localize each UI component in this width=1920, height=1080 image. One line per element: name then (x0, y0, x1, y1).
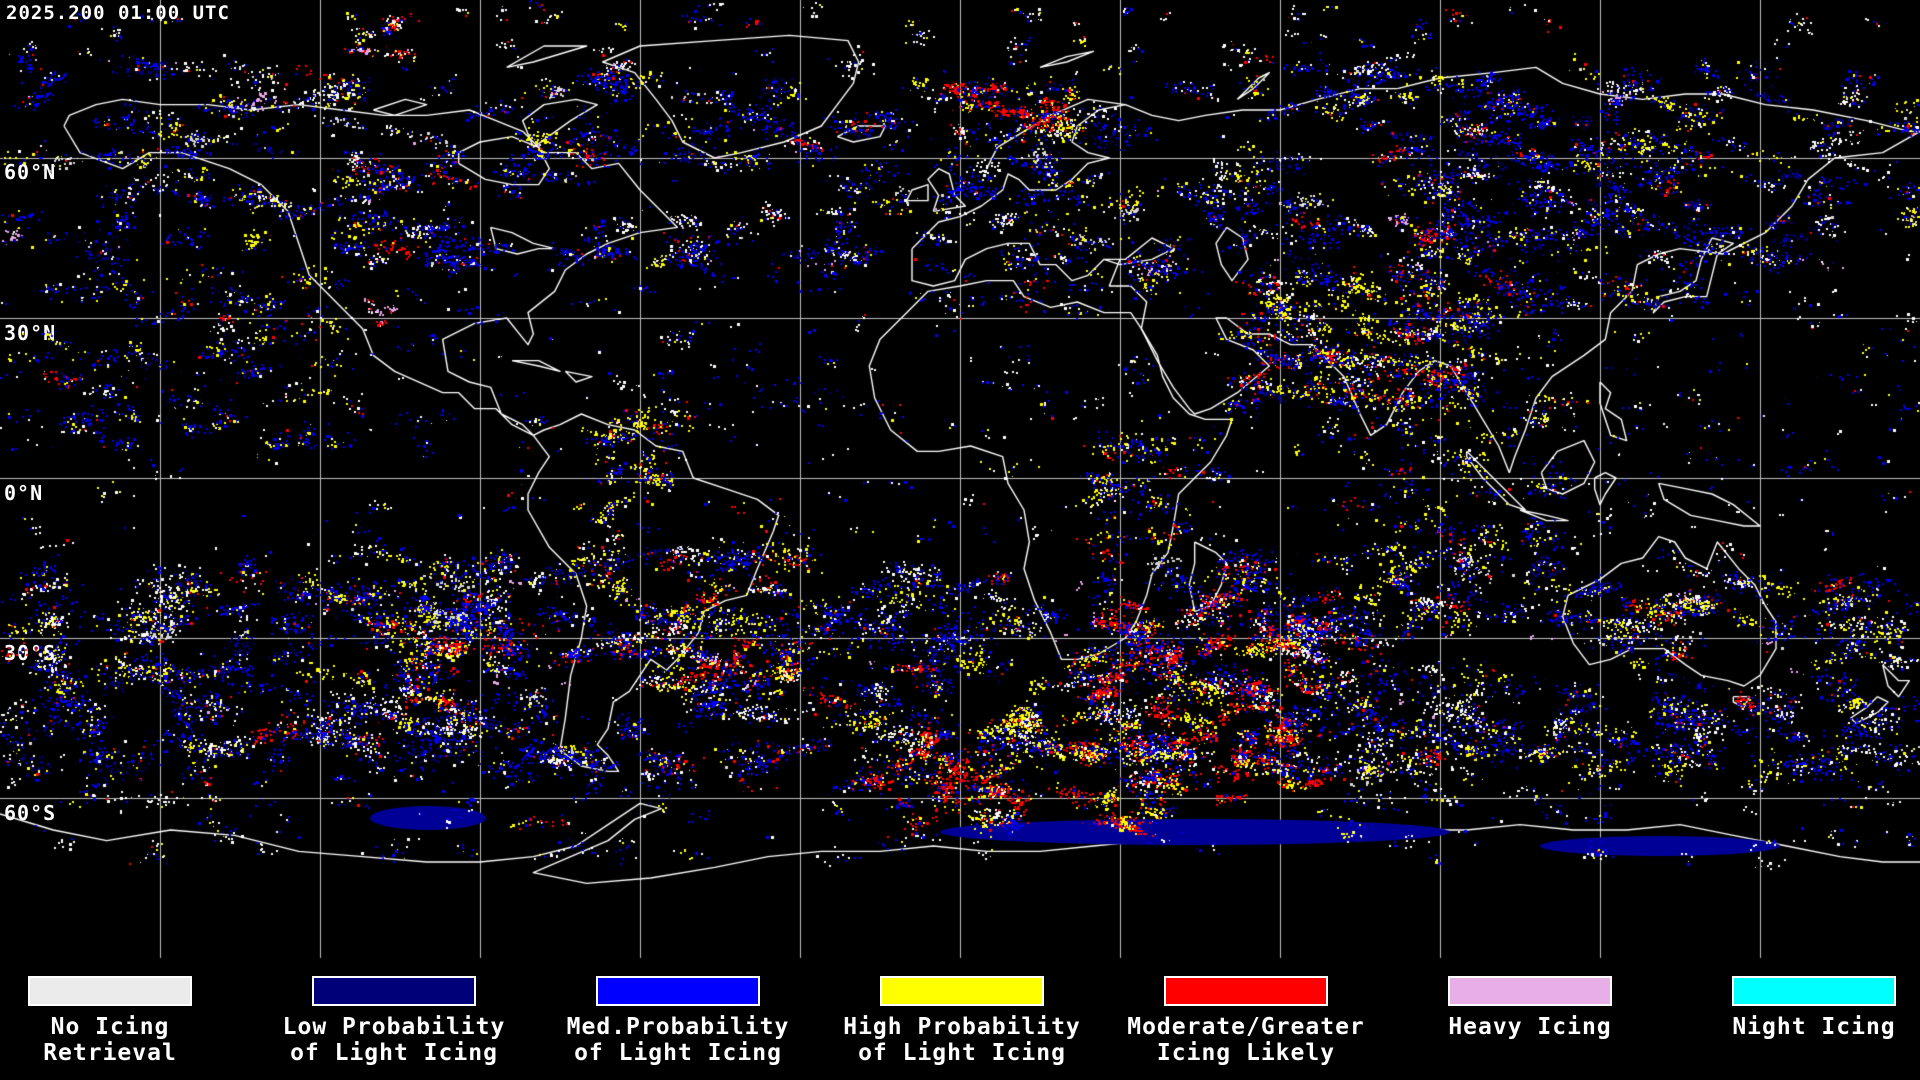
legend-label: Retrieval (43, 1040, 177, 1066)
legend-label: of Light Icing (290, 1040, 498, 1066)
legend-label: of Light Icing (858, 1040, 1066, 1066)
legend-label: Icing Likely (1156, 1040, 1336, 1066)
legend-item-no-icing-retrieval: No Icing Retrieval (0, 976, 252, 1066)
legend-label: No Icing (50, 1014, 170, 1040)
legend-item-moderate-greater: Moderate/Greater Icing Likely (1104, 976, 1388, 1066)
legend-bar: No Icing Retrieval Low Probability of Li… (0, 960, 1920, 1080)
timestamp-label: 2025.200 01:00 UTC (6, 2, 230, 24)
icing-data-pixels-canvas (0, 0, 1920, 960)
legend-label: Med.Probability (566, 1014, 790, 1040)
legend-item-med-probability: Med.Probability of Light Icing (536, 976, 820, 1066)
low-probability-swatch (312, 976, 476, 1006)
heavy-icing-swatch (1448, 976, 1612, 1006)
legend-label: High Probability (843, 1014, 1081, 1040)
legend-item-low-probability: Low Probability of Light Icing (252, 976, 536, 1066)
legend-label: Heavy Icing (1448, 1014, 1612, 1040)
night-icing-swatch (1732, 976, 1896, 1006)
world-icing-map: 60°N 30°N 0°N 30°S 60°S 2025.200 01:00 U… (0, 0, 1920, 960)
med-probability-swatch (596, 976, 760, 1006)
legend-item-heavy-icing: Heavy Icing (1388, 976, 1672, 1040)
legend-item-high-probability: High Probability of Light Icing (820, 976, 1104, 1066)
legend-label: Moderate/Greater (1127, 1014, 1365, 1040)
legend-label: Low Probability (282, 1014, 506, 1040)
legend-label: of Light Icing (574, 1040, 782, 1066)
moderate-greater-swatch (1164, 976, 1328, 1006)
no-icing-swatch (28, 976, 192, 1006)
high-probability-swatch (880, 976, 1044, 1006)
legend-label: Night Icing (1732, 1014, 1896, 1040)
legend-item-night-icing: Night Icing (1672, 976, 1920, 1040)
